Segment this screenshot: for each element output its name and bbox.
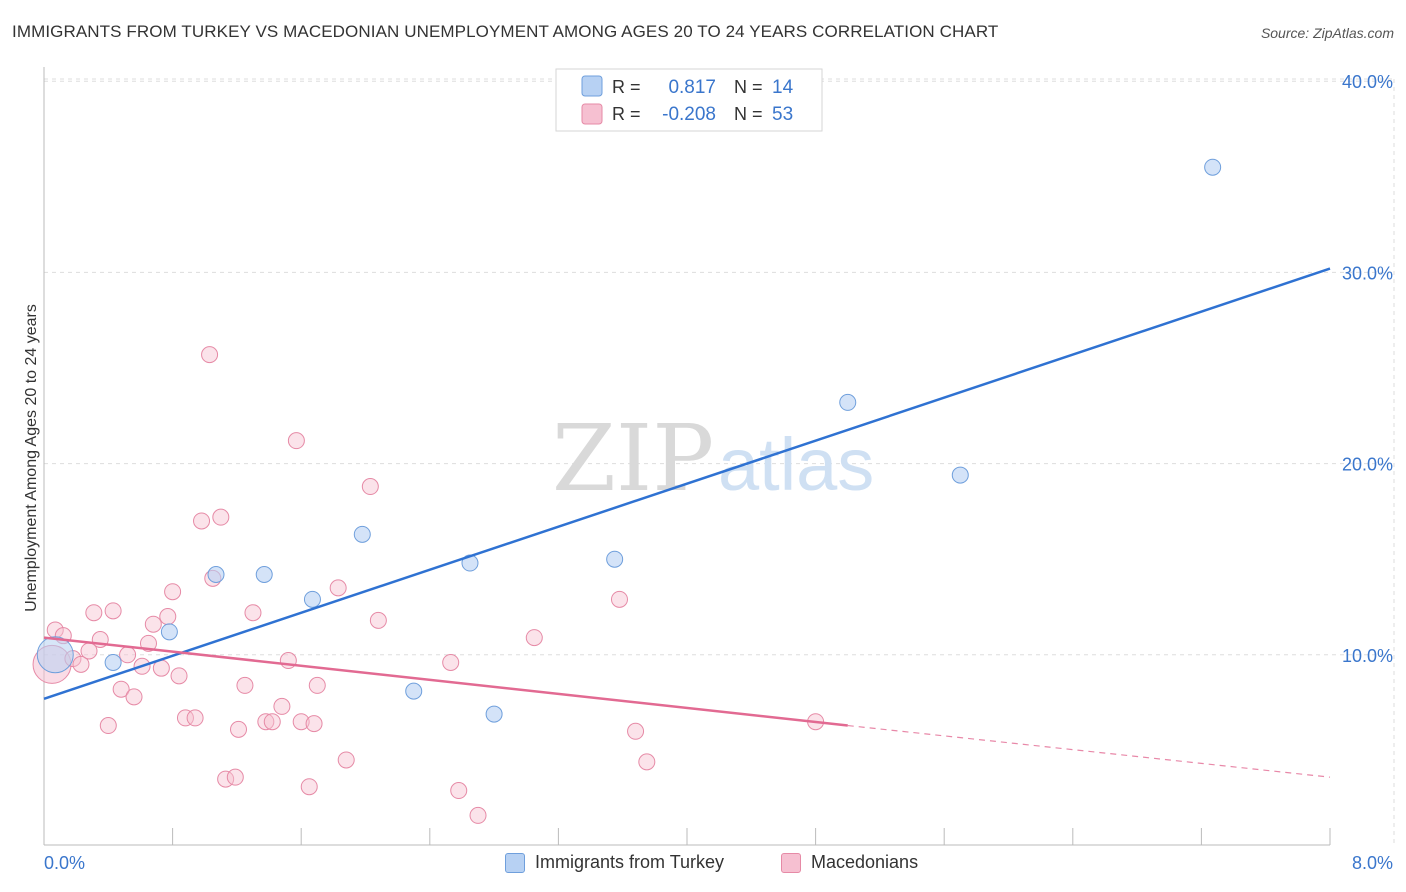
macedonians-point: [85, 604, 103, 622]
legend-r-label-1: R =: [612, 77, 641, 97]
turkey-point: [104, 653, 122, 671]
watermark: ZIP atlas: [552, 405, 874, 512]
legend-n-label-1: N =: [734, 77, 763, 97]
turkey-points: [36, 158, 1222, 723]
macedonians-point: [292, 713, 310, 731]
macedonians-point: [159, 608, 177, 626]
turkey-point: [36, 636, 74, 674]
macedonians-point: [244, 604, 262, 622]
macedonians-point: [525, 629, 543, 647]
macedonians-point: [442, 653, 460, 671]
turkey-point: [606, 550, 624, 568]
macedonians-point: [112, 680, 130, 698]
legend-r-value-1: 0.817: [668, 77, 716, 98]
source-label: Source: ZipAtlas.com: [1260, 25, 1394, 41]
macedonians-point: [236, 676, 254, 694]
macedonians-point: [469, 806, 487, 824]
macedonians-point: [369, 611, 387, 629]
trend-lines: [43, 267, 1331, 778]
legend-swatch-turkey: [505, 852, 525, 873]
x-tick-label-max: 8.0%: [1352, 853, 1393, 873]
macedonians-point: [329, 579, 347, 597]
legend-label-macedonians: Macedonians: [811, 852, 919, 872]
legend-item-turkey: Immigrants from Turkey: [505, 852, 724, 873]
macedonians-point: [176, 709, 194, 727]
watermark-zip: ZIP: [552, 405, 714, 512]
macedonians-point: [230, 720, 248, 738]
legend-r-label-2: R =: [612, 104, 641, 124]
macedonians-point: [193, 512, 211, 530]
legend-n-value-1: 14: [772, 77, 794, 98]
chart-title: IMMIGRANTS FROM TURKEY VS MACEDONIAN UNE…: [12, 22, 999, 41]
legend-swatch-macedonians: [781, 852, 801, 873]
axes: [43, 67, 1331, 846]
legend-bottom: Immigrants from Turkey Macedonians: [0, 852, 1406, 876]
macedonians-point: [186, 709, 204, 727]
macedonians-point: [308, 676, 326, 694]
turkey-point: [1204, 158, 1222, 176]
turkey-point: [353, 525, 371, 543]
macedonians-point: [638, 753, 656, 771]
macedonians-trend-extension: [847, 724, 1331, 778]
macedonians-point: [104, 602, 122, 620]
macedonians-point: [201, 346, 219, 364]
macedonians-point: [257, 713, 275, 731]
macedonians-point: [170, 667, 188, 685]
macedonians-point: [139, 634, 157, 652]
turkey-point: [839, 393, 857, 411]
y-tick-label: 20.0%: [1342, 455, 1393, 475]
macedonians-point: [119, 646, 137, 664]
macedonians-point: [450, 782, 468, 800]
turkey-point: [255, 565, 273, 583]
legend-r-value-2: -0.208: [662, 104, 716, 125]
turkey-point: [405, 682, 423, 700]
legend-n-label-2: N =: [734, 104, 763, 124]
macedonians-point: [164, 583, 182, 601]
legend-item-macedonians: Macedonians: [781, 852, 918, 873]
y-tick-label: 10.0%: [1342, 646, 1393, 666]
macedonians-point: [226, 768, 244, 786]
macedonians-point: [627, 722, 645, 740]
turkey-point: [207, 565, 225, 583]
y-tick-label: 30.0%: [1342, 263, 1393, 283]
macedonians-point: [361, 478, 379, 496]
macedonians-point: [263, 713, 281, 731]
turkey-trend-line: [43, 267, 1331, 700]
turkey-point: [303, 590, 321, 608]
legend-label-turkey: Immigrants from Turkey: [535, 852, 725, 872]
macedonians-point: [125, 688, 143, 706]
legend-top-swatch-blue: [581, 75, 603, 97]
macedonians-point: [273, 697, 291, 715]
macedonians-point: [72, 655, 90, 673]
turkey-point: [951, 466, 969, 484]
macedonians-point: [300, 778, 318, 796]
macedonians-point: [144, 615, 162, 633]
legend-top: R = 0.817 N = 14 R = -0.208 N = 53: [555, 68, 823, 132]
y-tick-label: 40.0%: [1342, 72, 1393, 92]
macedonians-point: [212, 508, 230, 526]
turkey-point: [485, 705, 503, 723]
macedonians-point: [305, 715, 323, 733]
legend-top-swatch-pink: [581, 103, 603, 125]
macedonians-point: [337, 751, 355, 769]
legend-n-value-2: 53: [772, 104, 793, 125]
x-tick-label-min: 0.0%: [44, 853, 85, 873]
y-tick-labels: 10.0% 20.0% 30.0% 40.0%: [1342, 72, 1393, 666]
x-tick-labels: 0.0% 8.0%: [44, 853, 1393, 873]
macedonians-point: [99, 717, 117, 735]
macedonians-point: [287, 432, 305, 450]
turkey-point: [160, 623, 178, 641]
macedonians-point: [610, 590, 628, 608]
macedonians-trend-line: [43, 636, 848, 727]
